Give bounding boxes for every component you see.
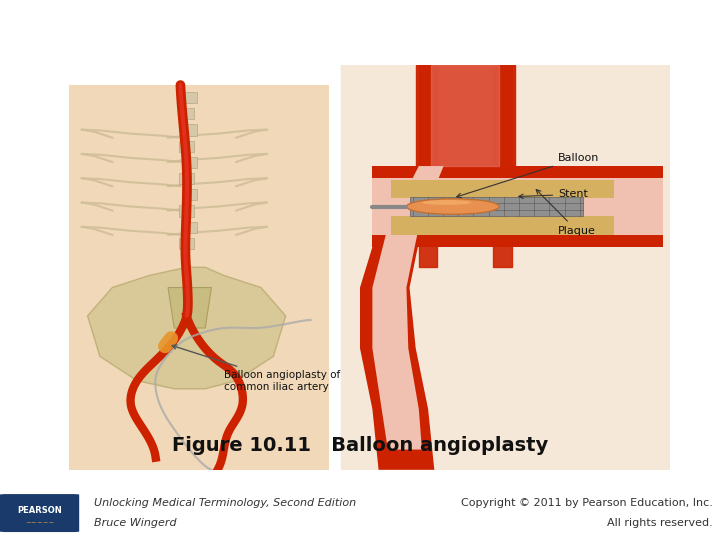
Bar [372, 178, 663, 235]
Text: Balloon angioplasty of
common iliac artery: Balloon angioplasty of common iliac arte… [172, 345, 340, 392]
Text: Unlocking Medical Terminology, Second Edition: Unlocking Medical Terminology, Second Ed… [94, 498, 356, 508]
Text: Plaque: Plaque [536, 190, 596, 236]
Text: Bruce Wingerd: Bruce Wingerd [94, 518, 176, 528]
Bar [182, 124, 197, 136]
Bar [182, 189, 197, 200]
Text: Copyright © 2011 by Pearson Education, Inc.: Copyright © 2011 by Pearson Education, I… [461, 498, 713, 508]
Bar [182, 221, 197, 233]
Ellipse shape [422, 200, 472, 205]
Bar [391, 180, 614, 198]
Text: Figure 10.11   Balloon angioplasty: Figure 10.11 Balloon angioplasty [172, 436, 548, 455]
Text: Balloon: Balloon [456, 153, 600, 198]
Bar [410, 197, 583, 217]
Bar [179, 140, 194, 152]
Bar [182, 157, 197, 168]
Bar [179, 173, 194, 184]
FancyBboxPatch shape [0, 494, 79, 532]
Polygon shape [88, 267, 286, 389]
Text: All rights reserved.: All rights reserved. [607, 518, 713, 528]
Text: Stent: Stent [519, 190, 588, 199]
Polygon shape [168, 287, 212, 328]
Bar [179, 238, 194, 249]
Bar [179, 108, 194, 119]
Bar [179, 205, 194, 217]
Polygon shape [360, 166, 453, 470]
Ellipse shape [407, 199, 500, 214]
Text: ~~~~~: ~~~~~ [25, 520, 54, 526]
Polygon shape [341, 65, 670, 470]
Bar [372, 166, 663, 247]
Polygon shape [69, 85, 329, 470]
Polygon shape [372, 166, 444, 449]
Bar [182, 92, 197, 103]
Bar [391, 217, 614, 235]
Text: PEARSON: PEARSON [17, 506, 62, 515]
